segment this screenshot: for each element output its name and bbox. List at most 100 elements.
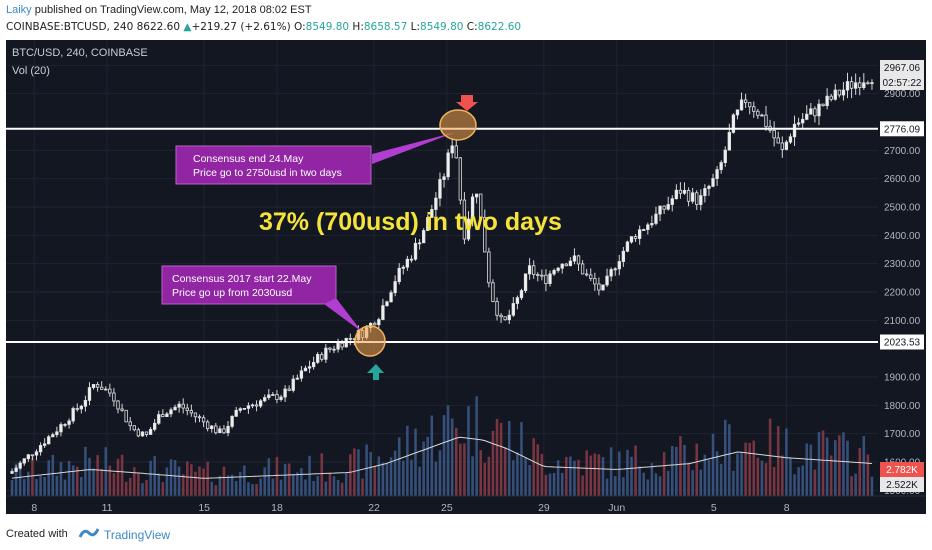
annotation-start-line1: Consensus 2017 start 22.May [172, 273, 312, 285]
volume-bar [218, 475, 222, 496]
volume-bar [247, 482, 250, 496]
volume-bar [165, 467, 169, 496]
volume-bar [683, 444, 686, 496]
volume-bar [736, 453, 739, 496]
candle-body [593, 278, 597, 285]
candle-body [421, 230, 426, 244]
chart-title: BTC/USD, 240, COINBASE [12, 47, 148, 59]
volume-bar [805, 443, 809, 496]
volume-bar [320, 453, 324, 496]
candle-body [788, 136, 793, 143]
volume-bar [328, 473, 332, 496]
volume-bar [291, 474, 295, 496]
volume-bar [544, 474, 548, 496]
candle-body [752, 106, 756, 112]
volume-bar [719, 463, 723, 496]
candle-body [405, 258, 410, 268]
volume-bar [340, 482, 344, 496]
candle-body [18, 462, 22, 469]
candle-body [153, 422, 157, 430]
tradingview-link[interactable]: TradingView [104, 528, 171, 542]
candle-body [703, 188, 707, 196]
candle-body [430, 209, 434, 218]
volume-bar [540, 453, 544, 496]
candle-body [662, 205, 666, 210]
volume-bar [344, 472, 348, 496]
price-tick-label: 1800.00 [884, 401, 921, 412]
candle-body [743, 99, 748, 104]
candle-body [258, 400, 263, 407]
volume-bar [622, 477, 625, 496]
volume-bar [654, 473, 658, 496]
candle-body [805, 113, 809, 120]
volume-bar [39, 476, 42, 496]
candle-body [853, 82, 858, 89]
candle-body [193, 412, 198, 418]
volume-bar [133, 467, 136, 496]
volume-bar [772, 467, 776, 496]
volume-bar [267, 458, 271, 496]
candle-body [267, 394, 271, 398]
candle-body [295, 377, 299, 380]
volume-bar [776, 426, 780, 496]
candle-body [731, 114, 736, 133]
candle-body [479, 193, 483, 218]
candle-body [169, 409, 173, 415]
time-axis[interactable]: 8 11 15 18 22 25 29 Jun 5 8 [31, 502, 789, 514]
author-link[interactable]: Laiky [6, 4, 32, 16]
candle-body [503, 316, 507, 321]
time-tick-label: 11 [102, 502, 113, 514]
volume-bar [756, 457, 760, 496]
candle-body [75, 408, 79, 410]
candle-body [642, 229, 646, 231]
annotation-box-end[interactable] [175, 145, 372, 185]
volume-bar [141, 483, 144, 496]
price-chart[interactable]: BTC/USD, 240, COINBASE Vol (20) Consensu… [6, 40, 926, 514]
candle-body [792, 123, 797, 138]
volume-bar [108, 465, 112, 496]
candle-body [373, 322, 377, 326]
volume-bar [422, 441, 425, 496]
candle-body [780, 142, 784, 150]
candle-body [470, 196, 475, 220]
volume-bar [104, 447, 108, 496]
candle-body [633, 236, 638, 239]
support-price-tag [880, 334, 924, 350]
volume-bar [507, 420, 511, 496]
candle-body [654, 213, 658, 224]
publish-line: Laiky published on TradingView.com, May … [6, 4, 312, 16]
volume-bar [442, 415, 446, 496]
candle-body [841, 89, 846, 96]
candle-body [177, 403, 181, 408]
volume-bar [324, 481, 328, 496]
volume-bar [402, 460, 405, 496]
candle-body [560, 263, 564, 269]
volume-bar [471, 456, 474, 496]
volume-bar [785, 428, 788, 496]
volume-bar [528, 465, 531, 496]
candle-body [201, 417, 206, 423]
candle-body [91, 384, 96, 388]
resistance-price-tag [880, 121, 924, 137]
candle-body [564, 263, 568, 267]
candle-body [140, 431, 145, 437]
candle-body [389, 292, 393, 303]
volume-bar [63, 479, 67, 496]
chart-area[interactable]: BTC/USD, 240, COINBASE Vol (20) Consensu… [6, 40, 926, 514]
time-tick-label: Jun [608, 502, 625, 514]
candle-body [136, 429, 141, 437]
time-tick-label: 29 [538, 502, 550, 514]
volume-bar [279, 479, 283, 496]
volume-bar [858, 448, 861, 496]
candle-body [332, 348, 336, 351]
volume-bar [850, 476, 853, 496]
candle-body [10, 471, 14, 474]
candle-body [112, 392, 116, 402]
candle-body [234, 409, 238, 417]
volume-bar [137, 473, 140, 496]
annotation-pointer-start [324, 298, 362, 332]
candle-body [340, 342, 344, 348]
candle-body [487, 251, 491, 284]
volume-bar [854, 473, 857, 496]
candle-body [796, 122, 801, 125]
